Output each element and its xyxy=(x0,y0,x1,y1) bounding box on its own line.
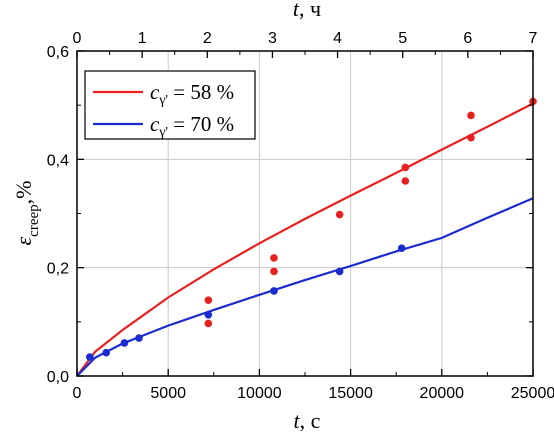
x-top-tick-label-3: 3 xyxy=(268,30,277,47)
x-tick-label-4: 20000 xyxy=(420,385,465,402)
x-top-tick-label-2: 2 xyxy=(203,30,212,47)
x-top-tick-label-0: 0 xyxy=(73,30,82,47)
x-top-tick-label-5: 5 xyxy=(398,30,407,47)
x-top-tick-label-6: 6 xyxy=(463,30,472,47)
legend-box xyxy=(84,70,256,140)
x-top-tick-label-4: 4 xyxy=(333,30,342,47)
data-point-s1-1 xyxy=(102,348,110,357)
y-axis-title: εcreep,% xyxy=(11,181,42,246)
data-point-s1-4 xyxy=(204,310,213,319)
data-point-s0-3 xyxy=(270,254,278,262)
data-point-s0-4 xyxy=(335,210,344,219)
data-point-s0-1 xyxy=(204,296,213,304)
y-tick-label-2: 0,4 xyxy=(47,152,69,169)
data-point-s0-5 xyxy=(401,177,410,185)
series-lines xyxy=(76,102,534,377)
axis-ticks xyxy=(76,50,534,377)
data-point-s0-8 xyxy=(467,111,475,120)
tick-labels: 0 5000 10000 15000 20000 25000 0 1 2 3 4 5 6 7 0,0 0,2 0… xyxy=(47,30,554,402)
x-tick-label-5: 25000 xyxy=(511,385,554,402)
data-point-s0-0 xyxy=(204,319,213,328)
legend-label-58: cγ' = 58 % xyxy=(150,80,234,108)
data-point-s1-5 xyxy=(270,287,278,295)
y-tick-label-3: 0,6 xyxy=(47,44,69,61)
data-point-s1-3 xyxy=(135,334,143,342)
x-tick-label-2: 10000 xyxy=(237,385,282,402)
x-axis-title: t, с xyxy=(294,408,321,433)
data-point-s0-6 xyxy=(401,163,410,172)
y-tick-label-1: 0,2 xyxy=(47,261,69,278)
legend: cγ' = 58 % cγ' = 70 % xyxy=(84,70,256,140)
series-points xyxy=(85,97,537,361)
legend-entry-70: cγ' = 70 % xyxy=(93,112,234,140)
data-point-s0-7 xyxy=(467,133,475,142)
x-tick-label-3: 15000 xyxy=(328,385,373,402)
series-line-1 xyxy=(76,197,534,377)
x-tick-label-0: 0 xyxy=(73,385,82,402)
x-tick-label-1: 5000 xyxy=(150,385,186,402)
x-top-tick-label-1: 1 xyxy=(138,30,147,47)
data-point-s1-0 xyxy=(85,353,94,361)
data-point-s1-2 xyxy=(120,339,129,347)
series-line-0 xyxy=(76,102,534,377)
x-top-tick-label-7: 7 xyxy=(529,30,538,47)
y-tick-label-0: 0,0 xyxy=(47,369,69,386)
data-point-s1-7 xyxy=(397,244,406,252)
x-top-axis-title: t, ч xyxy=(293,0,321,21)
legend-label-70: cγ' = 70 % xyxy=(150,112,234,140)
legend-entry-58: cγ' = 58 % xyxy=(93,80,234,108)
grid-lines xyxy=(77,51,533,376)
data-point-s0-2 xyxy=(270,267,278,276)
data-point-s1-6 xyxy=(335,267,344,276)
